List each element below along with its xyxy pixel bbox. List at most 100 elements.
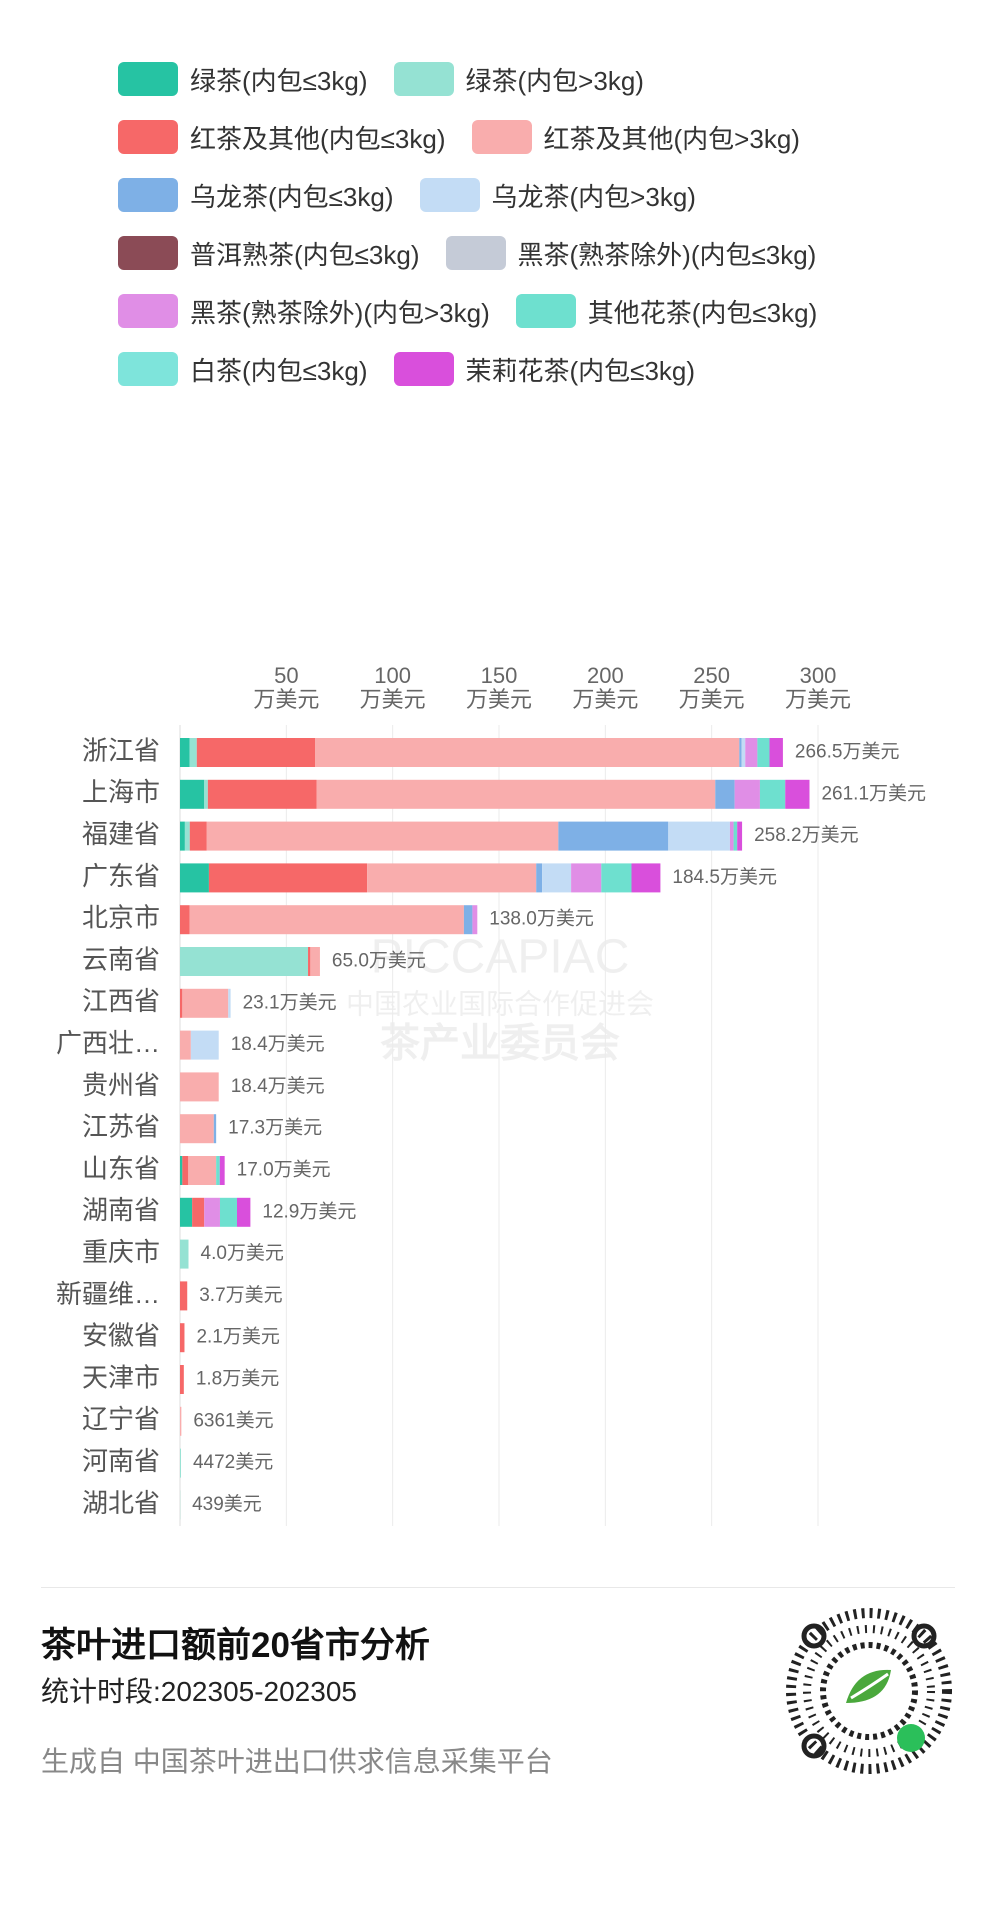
y-tick-label: 上海市 [82, 777, 160, 807]
divider [41, 1587, 955, 1588]
legend-item: 红茶及其他(内包>3kg) [471, 119, 800, 156]
legend-item: 乌龙茶(内包≤3kg) [118, 177, 394, 214]
bar-segment [196, 738, 316, 767]
y-tick-label: 广西壮… [56, 1028, 160, 1058]
legend-label: 红茶及其他(内包≤3kg) [190, 123, 446, 154]
bar-segment [463, 905, 473, 935]
bar-segment [180, 1239, 189, 1269]
total-label: 138.0万美元 [489, 908, 594, 930]
legend: 绿茶(内包≤3kg) 绿茶(内包>3kg) 红茶及其他(内包≤3kg) 红茶及其他(内… [118, 50, 843, 398]
bar-segment [180, 988, 183, 1018]
watermark-text: 中国农业国际合作促进会 [346, 988, 654, 1019]
bar-segment [180, 863, 209, 893]
legend-row: 白茶(内包≤3kg) 茉莉花茶(内包≤3kg) [118, 340, 843, 398]
bar-segment [180, 1114, 214, 1144]
bar-segment [180, 1156, 183, 1185]
bar-segment [180, 779, 205, 809]
bar-segment [180, 1406, 182, 1436]
bar-segment [180, 1197, 193, 1227]
x-tick-label: 100 万美元 [359, 663, 426, 712]
y-tick-label: 重庆市 [82, 1237, 160, 1267]
legend-label: 乌龙茶(内包>3kg) [491, 181, 696, 212]
bar-segment [219, 1197, 237, 1227]
bar-segment [734, 779, 760, 809]
legend-swatch [118, 294, 178, 328]
bar-segment [190, 1030, 219, 1060]
legend-row: 乌龙茶(内包≤3kg) 乌龙茶(内包>3kg) [118, 166, 843, 224]
legend-swatch [118, 352, 178, 386]
bar-segment [180, 1365, 184, 1394]
total-label: 17.0万美元 [237, 1159, 331, 1181]
legend-row: 黑茶(熟茶除外)(内包>3kg) 其他花茶(内包≤3kg) [118, 282, 843, 340]
total-label: 18.4万美元 [231, 1033, 325, 1055]
bar-segment [180, 1323, 185, 1353]
legend-item: 乌龙茶(内包>3kg) [419, 177, 696, 214]
bar-segment [208, 863, 368, 893]
legend-item: 绿茶(内包≤3kg) [118, 61, 368, 98]
bar-segment [207, 779, 317, 809]
bar-segment [182, 1156, 189, 1185]
bar-segment [188, 1156, 217, 1185]
legend-label: 黑茶(熟茶除外)(内包>3kg) [190, 297, 490, 328]
total-label: 12.9万美元 [262, 1200, 356, 1222]
total-label: 17.3万美元 [228, 1117, 322, 1139]
bar-segment [204, 779, 208, 809]
legend-swatch [393, 352, 454, 386]
bar-segment [236, 1197, 251, 1227]
legend-swatch [118, 178, 178, 212]
legend-item: 绿茶(内包>3kg) [393, 61, 644, 98]
y-tick-label: 北京市 [82, 903, 160, 933]
bar-segment [601, 863, 632, 893]
watermark-text: 茶产业委员会 [380, 1022, 620, 1066]
bar-segment [180, 738, 190, 767]
total-label: 2.1万美元 [196, 1326, 279, 1348]
x-tick-label: 200 万美元 [572, 663, 639, 712]
legend-label: 乌龙茶(内包≤3kg) [190, 181, 394, 212]
footer-period: 统计时段:202305-202305 [41, 1676, 357, 1707]
total-label: 261.1万美元 [821, 782, 926, 804]
y-tick-label: 山东省 [82, 1153, 160, 1183]
bar-segment [668, 821, 730, 851]
bar-segment [759, 779, 786, 809]
x-tick-label: 250 万美元 [678, 663, 745, 712]
bar-segment [216, 1156, 220, 1185]
total-label: 4472美元 [193, 1451, 273, 1473]
legend-swatch [419, 178, 480, 212]
chart: PICCAPIAC 中国农业国际合作促进会 茶产业委员会 浙江省 266.5万美元… [56, 725, 926, 1526]
total-label: 3.7万美元 [199, 1284, 282, 1306]
legend-row: 红茶及其他(内包≤3kg) 红茶及其他(内包>3kg) [118, 108, 843, 166]
bar-segment [757, 738, 770, 767]
bar-segment [316, 779, 716, 809]
bar-segment [180, 821, 185, 851]
bar-segment [472, 905, 478, 935]
legend-label: 其他花茶(内包≤3kg) [587, 297, 818, 328]
bar-segment [180, 1030, 191, 1060]
legend-item: 其他花茶(内包≤3kg) [515, 293, 818, 330]
bar-segment [737, 821, 743, 851]
bar-segment [189, 905, 464, 935]
y-tick-label: 新疆维… [56, 1279, 160, 1309]
total-label: 266.5万美元 [795, 741, 900, 763]
bar-segment [536, 863, 543, 893]
y-tick-label: 云南省 [82, 944, 160, 974]
bar-segment [542, 863, 572, 893]
total-label: 23.1万美元 [243, 991, 337, 1013]
bar-segment [184, 821, 190, 851]
y-tick-label: 贵州省 [82, 1070, 160, 1100]
bar-segment [228, 988, 231, 1018]
y-tick-label: 天津市 [82, 1362, 160, 1392]
watermark-text: PICCAPIAC [371, 931, 630, 984]
bar-segment [204, 1197, 220, 1227]
bar-segment [180, 905, 190, 935]
bar-segment [189, 821, 207, 851]
x-tick-label: 50 万美元 [253, 663, 320, 712]
footer-title: 茶叶进口额前20省市分析 [41, 1626, 430, 1665]
qr-code [786, 1608, 952, 1774]
bar-segment [180, 947, 309, 976]
legend-label: 绿茶(内包>3kg) [465, 65, 644, 96]
legend-swatch [471, 120, 532, 154]
legend-swatch [118, 236, 178, 270]
bar-segment [189, 738, 197, 767]
bar-segment [180, 1448, 181, 1478]
